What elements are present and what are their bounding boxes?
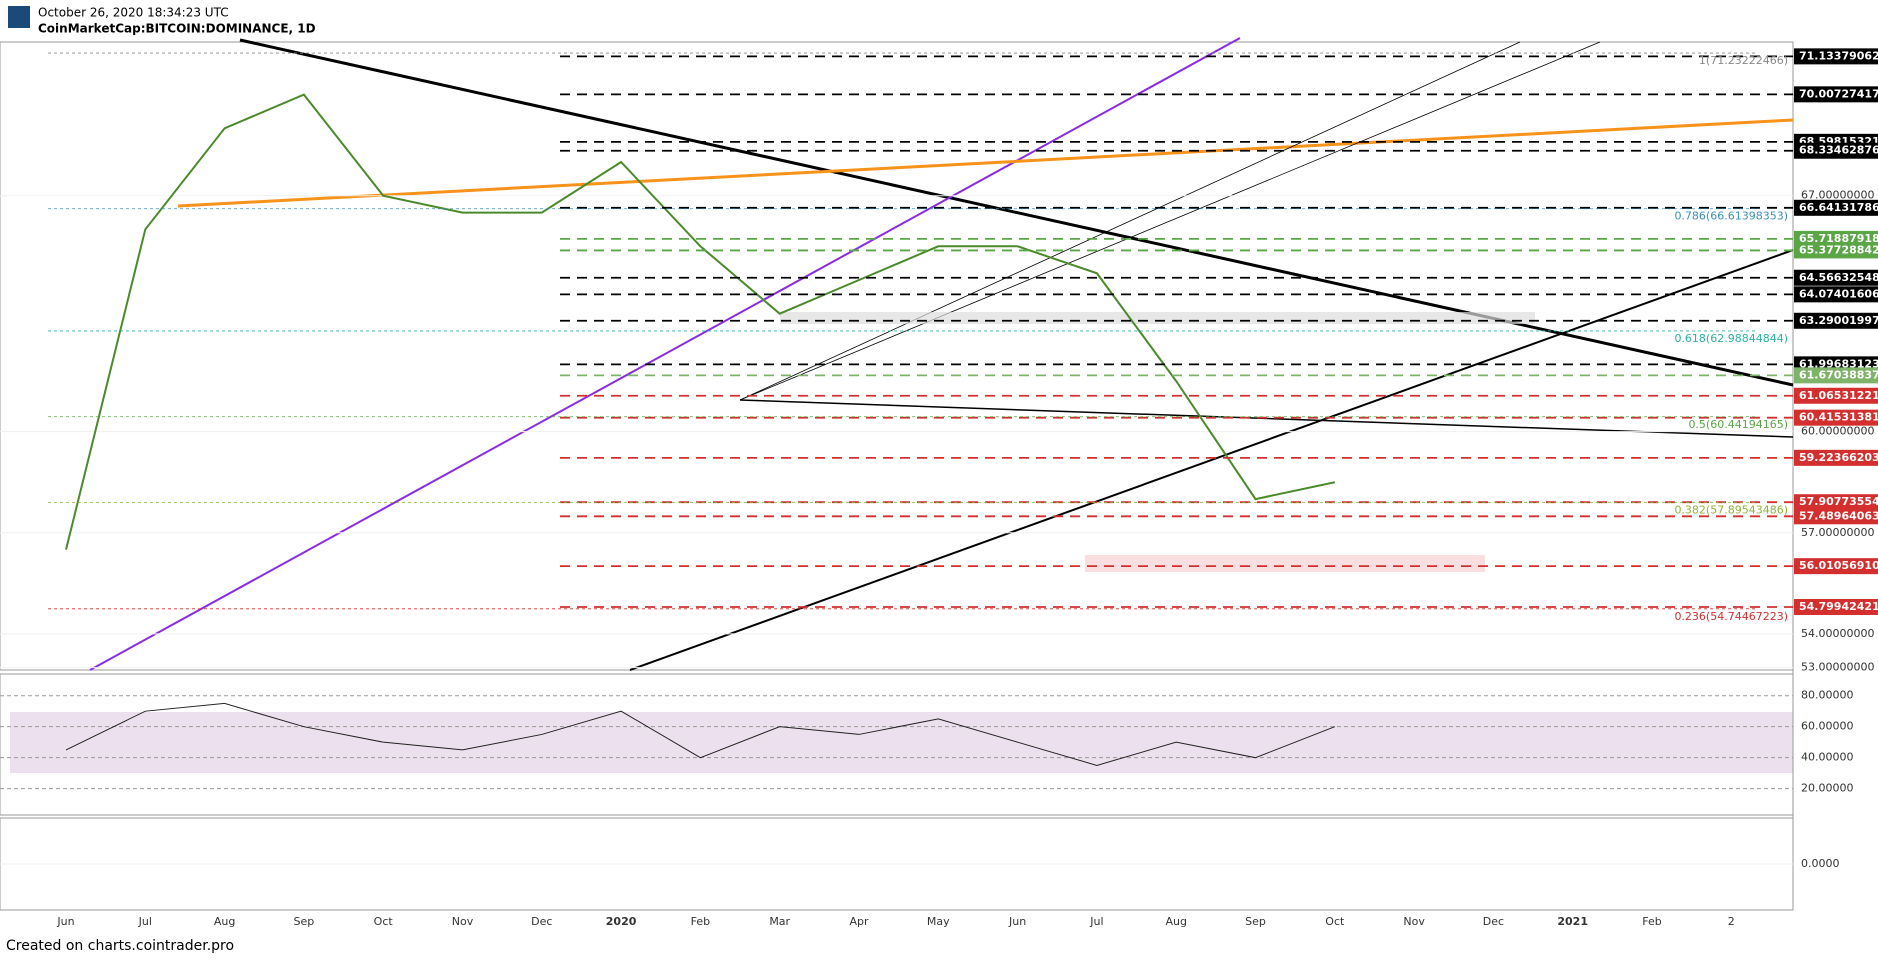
level-label: 59.22366203 [1799,451,1878,464]
footer: Created on charts.cointrader.pro [6,938,234,954]
x-tick-label: 2021 [1557,915,1588,928]
level-badge [1794,269,1878,286]
level-label: 65.37728842 [1799,243,1878,256]
x-tick-label: Sep [294,915,315,928]
level-label: 60.41531381 [1799,411,1878,424]
level-label: 63.29001997 [1799,314,1878,327]
y-tick-label: 53.00000000 [1801,661,1874,674]
x-tick-label: Sep [1245,915,1266,928]
x-tick-label: Nov [452,915,474,928]
level-label: 64.07401606 [1799,287,1878,300]
x-tick-label: Oct [1325,915,1345,928]
x-tick-label: Jun [56,915,74,928]
x-tick-label: Aug [1165,915,1186,928]
zone [780,312,1535,324]
level-label: 65.71887918 [1799,232,1878,245]
level-badge [1794,598,1878,615]
fib-label: 1(71.23222466) [1699,54,1788,67]
level-badge [1794,286,1878,303]
level-badge [1794,367,1878,384]
level-badge [1794,508,1878,525]
level-label: 54.79942421 [1799,600,1878,613]
y-tick-label: 54.00000000 [1801,627,1874,640]
level-badge [1794,199,1878,216]
level-badge [1794,558,1878,575]
level-badge [1794,86,1878,103]
x-tick-label: Mar [769,915,790,928]
x-tick-label: Jul [1089,915,1103,928]
y-tick-label: 80.00000 [1801,689,1854,702]
x-tick-label: May [927,915,950,928]
fib-label: 0.618(62.98844844) [1674,332,1788,345]
level-label: 70.00727417 [1799,87,1878,100]
trend-line [89,37,1241,671]
x-tick-label: 2020 [606,915,637,928]
level-badge [1794,494,1878,511]
level-badge [1794,48,1878,65]
fib-label: 0.786(66.61398353) [1674,210,1788,223]
level-label: 61.06531221 [1799,389,1878,402]
level-badge [1794,242,1878,259]
y-tick-label: 20.00000 [1801,782,1854,795]
x-tick-label: Feb [691,915,710,928]
fib-label: 0.5(60.44194165) [1688,418,1788,431]
level-label: 56.01056910 [1799,559,1878,572]
level-label: 68.33462876 [1799,144,1878,157]
level-label: 61.99683123 [1799,357,1878,370]
rsi-line [65,702,1335,766]
trend-line [177,118,1794,208]
level-badge [1794,387,1878,404]
zone [1085,555,1485,572]
x-tick-label: Jul [138,915,152,928]
fib-label: 0.236(54.74467223) [1674,610,1788,623]
logo [8,6,30,28]
y-tick-label: 67.00000000 [1801,189,1874,202]
x-tick-label: Jun [1008,915,1026,928]
level-label: 57.90773554 [1799,495,1878,508]
x-tick-label: Dec [1483,915,1504,928]
x-tick-label: Oct [374,915,394,928]
x-tick-label: Dec [531,915,552,928]
level-label: 71.13379062 [1799,49,1878,62]
channel-line [739,41,1521,401]
level-badge [1794,449,1878,466]
y-tick-label: 60.00000000 [1801,425,1874,438]
level-label: 61.67038837 [1799,368,1878,381]
y-tick-label: 60.00000 [1801,720,1854,733]
price-line [65,93,1336,550]
y-tick-label: 40.00000 [1801,751,1854,764]
level-label: 64.56632548 [1799,271,1878,284]
level-label: 57.48964063 [1799,509,1878,522]
y-tick-label: 0.0000 [1801,857,1840,870]
x-tick-label: Aug [214,915,235,928]
fib-label: 0.382(57.89543486) [1674,504,1788,517]
timestamp: October 26, 2020 18:34:23 UTC [38,6,229,20]
trend-line [239,38,1794,387]
channel-line [739,41,1601,401]
x-tick-label: 2 [1728,915,1735,928]
x-tick-label: Apr [849,915,869,928]
symbol: CoinMarketCap:BITCOIN:DOMINANCE, 1D [38,22,316,36]
level-badge [1794,142,1878,159]
x-tick-label: Nov [1403,915,1425,928]
y-tick-label: 57.00000000 [1801,526,1874,539]
level-label: 66.64131786 [1799,201,1878,214]
rsi-band [10,712,1793,773]
x-tick-label: Feb [1642,915,1661,928]
level-badge [1794,409,1878,426]
level-badge [1794,312,1878,329]
